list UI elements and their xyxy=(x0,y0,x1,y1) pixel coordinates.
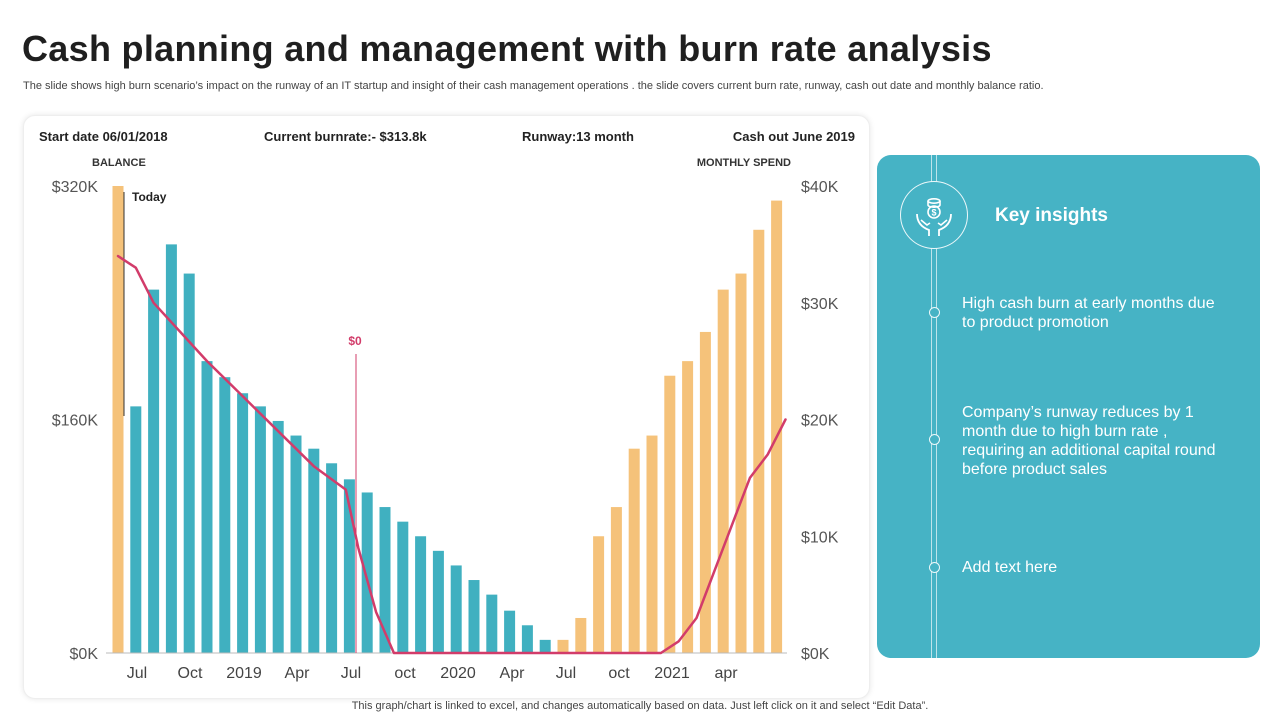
timeline-line xyxy=(936,155,937,658)
today-label: Today xyxy=(132,190,167,204)
balance-bar xyxy=(343,479,355,653)
balance-bar xyxy=(379,507,391,653)
balance-bar xyxy=(290,435,302,653)
x-tick-label: Apr xyxy=(285,665,311,682)
spend-bar xyxy=(717,289,729,653)
right-tick-label: $40K xyxy=(801,179,839,196)
left-tick-label: $320K xyxy=(52,179,99,196)
balance-bar xyxy=(521,625,533,653)
spend-bar xyxy=(646,435,658,653)
timeline-line xyxy=(931,155,932,658)
balance-bar xyxy=(326,463,338,653)
x-tick-label: Jul xyxy=(127,665,147,682)
balance-bar xyxy=(308,448,320,653)
spend-bar xyxy=(682,361,694,653)
x-tick-label: oct xyxy=(608,665,630,682)
page-subtitle: The slide shows high burn scenario’s imp… xyxy=(23,80,1044,92)
start-date-stat: Start date 06/01/2018 xyxy=(39,129,168,144)
insights-title: Key insights xyxy=(995,205,1108,226)
balance-bar xyxy=(148,289,160,653)
balance-bar xyxy=(165,244,177,653)
key-insights-panel: $ Key insights High cash burn at early m… xyxy=(877,155,1260,658)
balance-bar xyxy=(486,594,498,653)
spend-bar xyxy=(735,273,747,653)
right-tick-label: $0K xyxy=(801,646,830,663)
x-tick-label: apr xyxy=(714,665,738,682)
right-tick-label: $30K xyxy=(801,296,839,313)
balance-bar xyxy=(397,521,409,653)
spend-bar xyxy=(771,200,783,653)
balance-bar xyxy=(539,639,551,653)
balance-bar xyxy=(219,377,231,653)
footer-note: This graph/chart is linked to excel, and… xyxy=(351,700,929,712)
balance-bar xyxy=(201,361,213,653)
zero-label: $0 xyxy=(348,334,362,348)
x-tick-label: 2020 xyxy=(440,665,476,682)
timeline-dot xyxy=(929,562,940,573)
spend-bar xyxy=(664,375,676,653)
x-tick-label: 2019 xyxy=(226,665,262,682)
x-tick-label: 2021 xyxy=(654,665,690,682)
spend-bar xyxy=(753,229,765,653)
spend-bar xyxy=(628,448,640,653)
spend-bar xyxy=(557,639,569,653)
insight-item: Add text here xyxy=(962,559,1058,576)
left-axis-label: BALANCE xyxy=(92,157,146,169)
x-tick-label: Jul xyxy=(556,665,576,682)
balance-bar xyxy=(415,536,427,653)
x-tick-label: Jul xyxy=(341,665,361,682)
insight-item: High cash burn at early months due to pr… xyxy=(962,295,1215,331)
spend-bar xyxy=(610,507,622,653)
balance-bar xyxy=(468,580,480,653)
spend-bar xyxy=(699,331,711,653)
runway-stat: Runway:13 month xyxy=(522,129,634,144)
x-tick-label: Apr xyxy=(500,665,526,682)
spend-bar xyxy=(593,536,605,653)
insight-item: Company’s runway reduces by 1 month due … xyxy=(962,404,1216,478)
timeline-dot xyxy=(929,307,940,318)
cash-out-stat: Cash out June 2019 xyxy=(733,129,855,144)
left-tick-label: $160K xyxy=(52,413,99,430)
svg-text:$: $ xyxy=(931,208,936,218)
chart-card: Start date 06/01/2018 Current burnrate:-… xyxy=(23,115,870,699)
balance-bar xyxy=(254,406,266,653)
burn-rate-chart[interactable]: Start date 06/01/2018 Current burnrate:-… xyxy=(24,116,869,698)
right-tick-label: $10K xyxy=(801,529,839,546)
balance-bar xyxy=(361,492,373,653)
balance-bar xyxy=(183,273,195,653)
balance-bar xyxy=(237,393,249,653)
balance-bar xyxy=(130,406,142,653)
spend-bar xyxy=(575,617,587,653)
balance-bar xyxy=(504,610,516,653)
x-tick-label: Oct xyxy=(178,665,203,682)
balance-bar xyxy=(450,565,462,653)
right-axis-label: MONTHLY SPEND xyxy=(697,157,791,169)
burnrate-stat: Current burnrate:- $313.8k xyxy=(264,129,427,144)
spend-bar xyxy=(112,186,124,653)
timeline-dot xyxy=(929,434,940,445)
x-tick-label: oct xyxy=(394,665,416,682)
right-tick-label: $20K xyxy=(801,413,839,430)
page-title: Cash planning and management with burn r… xyxy=(22,28,992,69)
balance-bar xyxy=(432,550,444,653)
left-tick-label: $0K xyxy=(70,646,99,663)
balance-bar xyxy=(272,420,284,653)
monthly-spend-line xyxy=(116,254,787,655)
hands-coins-icon: $ xyxy=(900,181,968,249)
